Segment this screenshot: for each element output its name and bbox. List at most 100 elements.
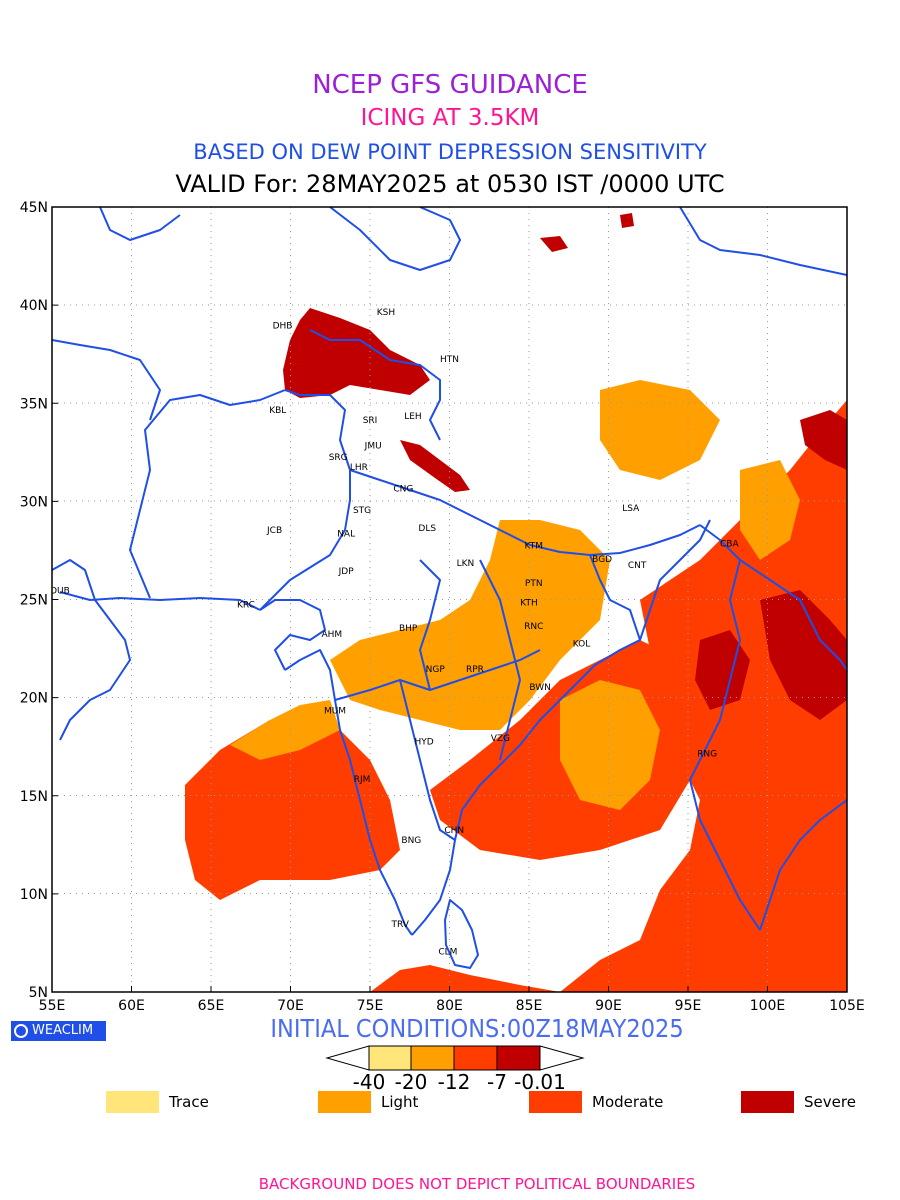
title-line-2: ICING AT 3.5KM xyxy=(360,105,540,131)
moderate-area-arabian xyxy=(185,710,400,900)
light-area-myanmar xyxy=(740,460,800,560)
afghan-border xyxy=(129,389,286,599)
india-east-coast xyxy=(411,639,641,936)
station-label-dls: DLS xyxy=(418,524,436,534)
mongolia-border xyxy=(679,207,847,276)
station-label-lsa: LSA xyxy=(622,504,640,514)
x-tick-label: 55E xyxy=(39,998,66,1014)
state-lines-4 xyxy=(479,559,521,761)
icing-shading xyxy=(185,213,847,992)
y-tick-label: 35N xyxy=(20,396,48,412)
station-label-dhb: DHB xyxy=(273,322,293,332)
weaclim-logo-text: WEACLIM xyxy=(32,1023,94,1038)
station-label-cnt: CNT xyxy=(628,561,647,571)
station-label-lkn: LKN xyxy=(457,559,475,569)
gujarat-coast xyxy=(259,599,326,671)
legend-item-severe: Severe xyxy=(741,1091,856,1113)
x-tick-label: 80E xyxy=(436,998,463,1014)
station-label-krc: KRC xyxy=(237,600,255,610)
legend-label-moderate: Moderate xyxy=(592,1093,664,1111)
colorbar-left-arrow xyxy=(325,1045,370,1071)
light-area-tibet xyxy=(600,380,720,480)
initial-conditions-label: INITIAL CONDITIONS:00Z18MAY2025 xyxy=(270,1014,684,1043)
severe-area-east-1 xyxy=(800,410,847,470)
station-label-srg: SRG xyxy=(329,453,348,463)
severe-area-pamir xyxy=(283,308,430,398)
station-label-rng: RNG xyxy=(697,750,717,760)
severe-area-blob-1 xyxy=(540,236,568,252)
state-lines-2 xyxy=(399,679,456,841)
station-label-jcb: JCB xyxy=(266,526,282,536)
y-tick-label: 15N xyxy=(20,789,48,805)
station-label-stg: STG xyxy=(353,506,371,516)
colorbar-right-arrow xyxy=(539,1045,585,1071)
y-tick-label: 40N xyxy=(20,298,48,314)
x-tick-label: 85E xyxy=(516,998,543,1014)
station-label-vzg: VZG xyxy=(491,734,510,744)
colorbar-segment-moderate xyxy=(453,1045,498,1071)
station-label-ngp: NGP xyxy=(426,665,446,675)
station-label-kol: KOL xyxy=(573,640,591,650)
station-label-kth: KTH xyxy=(520,598,537,608)
station-label-ktm: KTM xyxy=(525,541,543,551)
legend-swatch-trace xyxy=(106,1091,159,1113)
legend-item-trace: Trace xyxy=(106,1091,209,1113)
station-label-leh: LEH xyxy=(404,412,421,422)
colorbar-label-1: -40 xyxy=(353,1070,386,1094)
y-tick-label: 45N xyxy=(20,200,48,216)
legend-item-light: Light xyxy=(318,1091,418,1113)
station-label-sri: SRI xyxy=(363,416,378,426)
station-label-rnc: RNC xyxy=(524,622,543,632)
boundaries xyxy=(52,207,847,969)
station-label-bwn: BWN xyxy=(529,683,551,693)
x-tick-label: 100E xyxy=(750,998,786,1014)
legend-swatch-moderate xyxy=(529,1091,582,1113)
severe-area-east-2 xyxy=(760,590,847,720)
legend-swatch-light xyxy=(318,1091,371,1113)
y-tick-label: 30N xyxy=(20,494,48,510)
colorbar-segment-trace xyxy=(368,1045,412,1071)
station-label-dub: DUB xyxy=(50,587,70,597)
colorbar-segment-severe xyxy=(496,1045,541,1071)
weaclim-logo-icon xyxy=(14,1024,28,1038)
light-area-bay xyxy=(560,680,660,810)
station-label-ptn: PTN xyxy=(525,579,543,589)
station-label-chn: CHN xyxy=(444,826,464,836)
colorbar-label-2: -20 xyxy=(395,1070,428,1094)
light-area-west xyxy=(230,700,340,760)
caspian-aral xyxy=(99,207,181,241)
x-tick-label: 95E xyxy=(675,998,702,1014)
x-tick-label: 60E xyxy=(118,998,145,1014)
moderate-area-south xyxy=(370,965,560,992)
station-label-ahm: AHM xyxy=(321,630,342,640)
title-line-3: BASED ON DEW POINT DEPRESSION SENSITIVIT… xyxy=(193,140,707,164)
weaclim-logo: WEACLIM xyxy=(11,1021,106,1041)
colorbar-label-4: -7 xyxy=(487,1070,507,1094)
colorbar-segment-light xyxy=(410,1045,455,1071)
x-tick-label: 70E xyxy=(277,998,304,1014)
station-label-mum: MUM xyxy=(324,706,346,716)
footer-disclaimer: BACKGROUND DOES NOT DEPICT POLITICAL BOU… xyxy=(258,1175,696,1193)
y-tick-label: 5N xyxy=(29,985,48,1001)
iran-lines xyxy=(52,339,161,421)
station-label-lhr: LHR xyxy=(350,463,368,473)
station-label-rpr: RPR xyxy=(466,665,484,675)
station-label-rjm: RJM xyxy=(354,775,371,785)
x-axis-ticks: 55E 60E 65E 70E 75E 80E 85E 90E 95E 100E 105E xyxy=(39,986,865,1014)
india-west-coast xyxy=(284,649,413,936)
y-tick-label: 25N xyxy=(20,593,48,609)
legend-label-light: Light xyxy=(381,1093,419,1111)
station-label-nal: NAL xyxy=(337,530,355,540)
station-label-trv: TRV xyxy=(390,920,409,930)
severe-area-northwest-belt xyxy=(400,440,470,492)
legend-label-trace: Trace xyxy=(169,1093,209,1111)
colorbar-label-5: -0.01 xyxy=(514,1070,566,1094)
title-line-1: NCEP GFS GUIDANCE xyxy=(312,70,588,100)
station-label-jmu: JMU xyxy=(364,441,382,451)
china-border xyxy=(309,329,441,441)
station-label-jdp: JDP xyxy=(338,567,355,577)
y-tick-label: 10N xyxy=(20,887,48,903)
thailand-border xyxy=(739,559,847,671)
